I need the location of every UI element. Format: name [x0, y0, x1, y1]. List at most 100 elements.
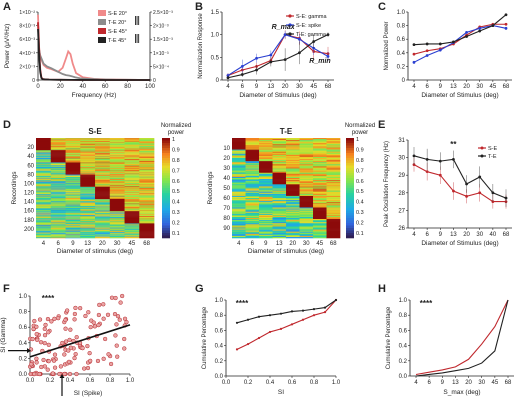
heatmap-cell	[36, 205, 52, 207]
heatmap-cell	[65, 164, 81, 166]
y-tick-label: 80	[223, 216, 230, 222]
heatmap-cell	[326, 179, 341, 181]
heatmap-cell	[124, 179, 140, 181]
heatmap-cell	[326, 195, 341, 198]
heatmap-cell	[80, 154, 96, 156]
heatmap-cell	[65, 236, 81, 238]
heatmap-cell	[65, 181, 81, 183]
heatmap-cell	[313, 214, 327, 217]
heatmap-cell	[50, 206, 66, 208]
heatmap-cell	[50, 217, 66, 219]
heatmap-cell	[36, 235, 52, 237]
heatmap-cell	[65, 219, 81, 221]
heatmap-cell	[36, 218, 52, 220]
heatmap-cell	[326, 232, 341, 235]
heatmap-cell	[139, 142, 155, 144]
scatter-point	[42, 340, 47, 346]
heatmap-cell	[139, 215, 155, 217]
heatmap-cell	[139, 158, 155, 159]
heatmap-cell	[36, 138, 52, 140]
heatmap-cell	[259, 141, 273, 143]
x-tick-label: 20	[289, 241, 296, 247]
heatmap-cell	[65, 229, 81, 231]
heatmap-cell	[139, 227, 155, 229]
heatmap-cell	[259, 224, 273, 226]
heatmap-cell	[95, 218, 111, 220]
scatter-point	[38, 340, 44, 345]
x-axis-title: Diameter of Stimulus (deg)	[239, 92, 316, 99]
heatmap-cell	[299, 180, 314, 182]
heatmap-cell	[50, 194, 66, 196]
data-point	[334, 298, 338, 302]
scatter-point	[41, 357, 46, 363]
heatmap-cell	[124, 224, 140, 226]
heatmap-cell	[50, 152, 66, 154]
heatmap-cell	[65, 159, 81, 161]
heatmap-cell	[36, 188, 52, 190]
colorbar-cell	[346, 208, 354, 211]
scatter-point	[31, 326, 36, 332]
data-point	[491, 191, 495, 195]
heatmap-cell	[36, 199, 52, 201]
heatmap-cell	[139, 184, 155, 186]
heatmap-cell	[139, 214, 155, 216]
heatmap-cell	[109, 143, 125, 145]
data-point	[438, 42, 442, 46]
heatmap-cell	[80, 157, 96, 159]
heatmap-cell	[259, 186, 273, 188]
heatmap-cell	[286, 170, 300, 172]
heatmap-cell	[50, 183, 66, 185]
heatmap-cell	[286, 215, 300, 218]
heatmap-cell	[109, 144, 125, 146]
data-point	[312, 314, 316, 317]
heatmap-cell	[245, 232, 260, 235]
heatmap-cell	[95, 216, 111, 218]
heatmap-cell	[139, 145, 155, 147]
heatmap-cell	[299, 142, 314, 144]
heatmap-cell	[272, 185, 287, 187]
heatmap-cell	[313, 166, 327, 168]
heatmap-cell	[80, 208, 96, 210]
heatmap-cell	[109, 213, 125, 214]
heatmap-cell	[80, 196, 96, 198]
arrow-head	[27, 348, 31, 354]
heatmap-cell	[139, 235, 155, 237]
heatmap-cell	[139, 161, 155, 163]
heatmap-cell	[65, 151, 81, 153]
heatmap-cell	[65, 163, 81, 165]
heatmap-cell	[65, 154, 81, 155]
scatter-point	[113, 295, 118, 301]
heatmap-cell	[36, 187, 52, 189]
heatmap-cell	[36, 236, 52, 238]
heatmap-cell	[272, 199, 287, 201]
legend-label: S-E 45°	[108, 29, 127, 35]
heatmap-cell	[50, 150, 66, 151]
heatmap-cell	[65, 161, 81, 163]
heatmap-cell	[95, 160, 111, 162]
heatmap-cell	[286, 225, 300, 227]
heatmap-cell	[95, 187, 111, 189]
heatmap-cell	[286, 171, 300, 174]
heatmap-cell	[80, 162, 96, 164]
scatter-point	[63, 326, 68, 331]
heatmap-cell	[139, 150, 155, 152]
heatmap-cell	[124, 167, 140, 169]
scatter-point	[85, 343, 90, 349]
heatmap-cell	[80, 210, 96, 211]
heatmap-cell	[36, 232, 52, 233]
heatmap-cell	[272, 194, 287, 197]
heatmap-cell	[139, 173, 155, 175]
heatmap-cell	[286, 169, 300, 171]
heatmap-cell	[124, 172, 140, 174]
heatmap-cell	[232, 142, 246, 144]
heatmap-cell	[36, 186, 52, 188]
heatmap-cell	[80, 228, 96, 230]
heatmap-cell	[36, 223, 52, 225]
heatmap-cell	[259, 171, 273, 174]
heatmap-cell	[95, 192, 111, 193]
heatmap-cell	[245, 229, 260, 231]
heatmap-cell	[139, 208, 155, 210]
heatmap-cell	[124, 156, 140, 157]
heatmap-cell	[80, 166, 96, 168]
heatmap-cell	[124, 148, 140, 150]
